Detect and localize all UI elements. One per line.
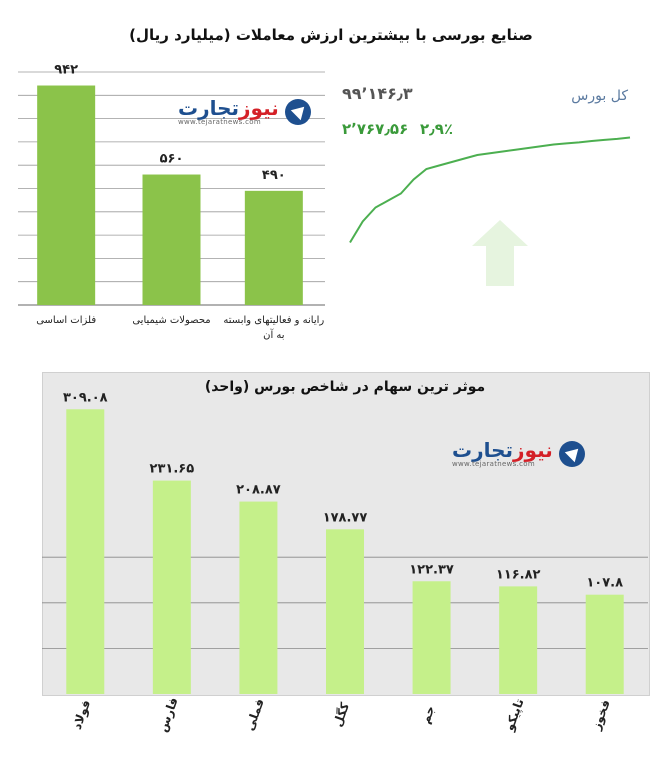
logo-bottom: نیوزتجارت www.tejaratnews.com <box>452 440 585 468</box>
logo-arrow-icon <box>558 441 585 467</box>
category-label: فارس <box>155 695 180 733</box>
bar-value-label: ۱۲۲.۳۷ <box>409 562 454 577</box>
bar <box>244 190 303 305</box>
bar <box>412 581 451 694</box>
bar <box>66 409 105 694</box>
top-chart: ۹۴۲ فلزات اساسی ۵۶۰ محصولات شیمیایی ۴۹۰ رایان… <box>0 0 662 360</box>
index-line <box>349 136 631 244</box>
bar-value-label: ۵۶۰ <box>160 152 184 167</box>
bottom-chart-title: موثر ترین سهام در شاخص بورس (واحد) <box>204 379 486 395</box>
bar-value-label: ۲۰۸.۸۷ <box>236 483 281 498</box>
logo-sub: www.tejaratnews.com <box>178 118 261 126</box>
bar <box>152 480 191 694</box>
bar <box>585 594 624 694</box>
top-bar-chart-svg: ۹۴۲ فلزات اساسی ۵۶۰ محصولات شیمیایی ۴۹۰ رایان… <box>18 63 631 341</box>
index-change: ۲٬۷۶۷٫۵۶ <box>342 120 409 138</box>
logo-word-b: تجارت <box>178 96 240 120</box>
index-name: کل بورس <box>571 88 628 104</box>
bar-value-label: ۳۰۹.۰۸ <box>63 390 108 405</box>
category-label: محصولات شیمیایی <box>132 315 210 326</box>
bar-value-label: ۱۰۷.۸ <box>586 576 623 591</box>
category-label: فملی <box>242 697 266 733</box>
index-value: ۹۹٬۱۴۶٫۳ <box>342 84 413 103</box>
bar-value-label: ۴۹۰ <box>262 168 286 183</box>
logo-sub: www.tejaratnews.com <box>452 460 535 468</box>
logo-word-a: نیوز <box>239 96 279 120</box>
bar <box>142 174 201 305</box>
up-arrow-icon <box>472 220 528 286</box>
bar-value-label: ۹۴۲ <box>54 63 78 78</box>
bar <box>326 529 364 694</box>
bar <box>239 501 278 694</box>
category-label: فخوز <box>589 698 614 733</box>
bar-value-label: ۲۳۱.۶۵ <box>150 462 195 477</box>
category-label: تاپیکو <box>502 697 528 734</box>
bar-value-label: ۱۷۸.۷۷ <box>323 510 368 525</box>
index-percent: ۲٫۹٪ <box>420 120 454 138</box>
logo-word-a: نیوز <box>513 438 553 462</box>
bar <box>499 586 538 694</box>
bar <box>37 85 96 305</box>
category-label: به آن <box>263 328 284 341</box>
logo-word-b: تجارت <box>452 438 514 462</box>
category-label: جم <box>418 704 437 726</box>
category-label: رایانه و فعالیتهای وابسته <box>223 315 324 326</box>
top-chart-title: صنایع بورسی با بیشترین ارزش معاملات (میل… <box>129 26 533 44</box>
category-label: فلزات اساسی <box>36 315 96 326</box>
index-panel: کل بورس ۹۹٬۱۴۶٫۳ ۲٬۷۶۷٫۵۶ ۲٫۹٪ <box>330 70 650 270</box>
category-label: کگل <box>330 701 352 729</box>
category-label: فولاد <box>70 698 95 732</box>
logo-top: نیوزتجارت www.tejaratnews.com <box>178 98 311 126</box>
bar-value-label: ۱۱۶.۸۲ <box>496 567 541 582</box>
logo-arrow-icon <box>284 99 311 125</box>
